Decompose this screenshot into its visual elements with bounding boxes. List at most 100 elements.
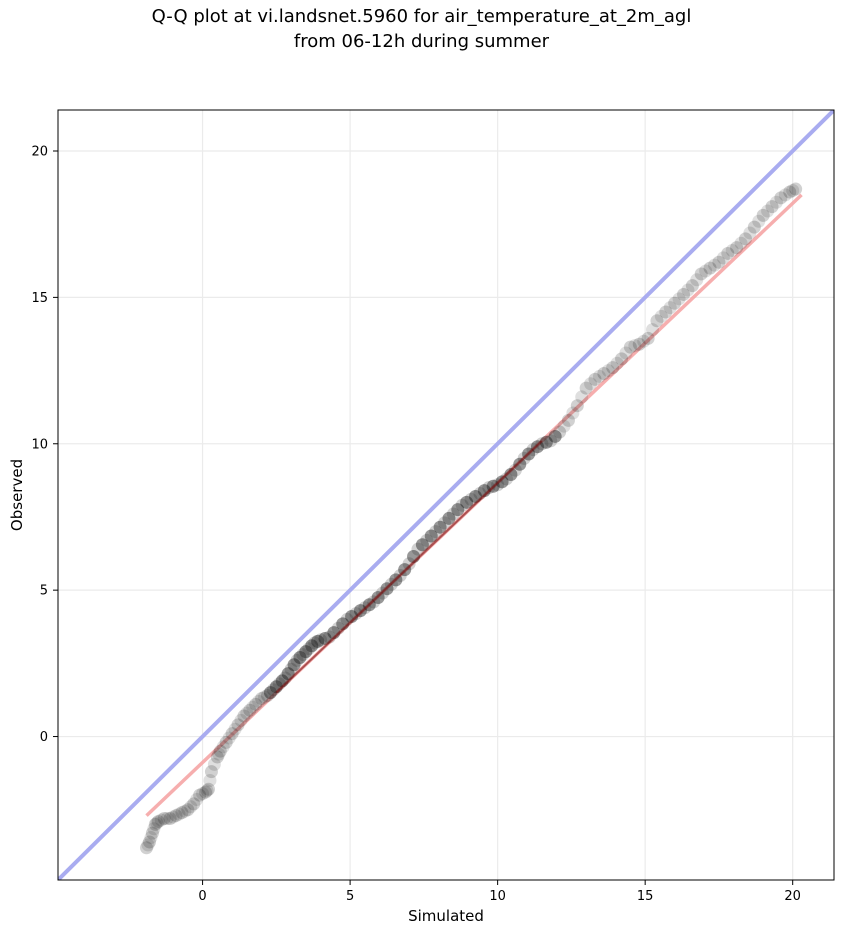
qq-point	[252, 694, 266, 708]
qq-point	[222, 731, 236, 745]
qq-point	[212, 747, 226, 761]
x-tick-label: 0	[198, 889, 206, 904]
qq-point	[231, 718, 245, 732]
qq-point	[786, 184, 800, 198]
qq-point	[513, 457, 527, 471]
qq-point	[172, 807, 186, 821]
qq-point	[668, 296, 682, 310]
qq-point	[140, 841, 154, 855]
qq-point	[178, 804, 192, 818]
qq-point	[216, 740, 230, 754]
qq-point	[530, 440, 544, 454]
qq-point	[451, 503, 465, 517]
qq-point	[154, 813, 168, 827]
chart-title-line-1: Q-Q plot at vi.landsnet.5960 for air_tem…	[151, 6, 692, 27]
qq-point	[299, 645, 313, 659]
qq-point	[204, 765, 218, 779]
qq-point	[738, 232, 752, 246]
qq-point	[566, 406, 580, 420]
qq-point	[491, 478, 505, 492]
qq-point	[774, 191, 788, 205]
qq-point	[150, 816, 164, 830]
qq-point	[266, 683, 280, 697]
y-tick-label: 5	[40, 584, 48, 599]
qq-point	[730, 241, 744, 255]
qq-point	[725, 244, 739, 258]
qq-point	[681, 283, 695, 297]
x-axis-label: Simulated	[408, 907, 484, 925]
qq-point	[637, 334, 651, 348]
qq-point	[716, 251, 730, 265]
grid	[58, 110, 834, 880]
qq-point	[255, 691, 269, 705]
qq-point	[219, 735, 233, 749]
qq-point	[579, 381, 593, 395]
qq-point	[234, 713, 248, 727]
qq-point	[318, 631, 332, 645]
qq-point	[169, 809, 183, 823]
x-tick-label: 5	[346, 889, 354, 904]
qq-point	[623, 340, 637, 354]
qq-point	[438, 516, 452, 530]
qq-point	[588, 372, 602, 386]
qq-point	[345, 610, 359, 624]
qq-point	[402, 557, 416, 571]
qq-point	[293, 650, 307, 664]
qq-point	[783, 185, 797, 199]
qq-point	[460, 495, 474, 509]
qq-point	[141, 838, 155, 852]
qq-point	[646, 323, 660, 337]
qq-point	[663, 301, 677, 315]
qq-points	[140, 182, 803, 855]
qq-point	[207, 757, 221, 771]
qq-point	[482, 481, 496, 495]
qq-point	[592, 369, 606, 383]
qq-point	[628, 339, 642, 353]
qq-point	[789, 182, 803, 196]
qq-point	[187, 797, 201, 811]
qq-point	[597, 366, 611, 380]
qq-point	[249, 697, 263, 711]
qq-point	[290, 653, 304, 667]
qq-point	[240, 706, 254, 720]
qq-point	[619, 346, 633, 360]
axis-ticks: 0 5 10 15 20 0 5 10 15 20	[31, 144, 801, 904]
qq-point	[311, 634, 325, 648]
qq-point	[508, 463, 522, 477]
qq-point	[464, 492, 478, 506]
qq-point	[544, 434, 558, 448]
qq-point	[151, 814, 165, 828]
qq-point	[243, 703, 257, 717]
qq-point	[699, 264, 713, 278]
qq-point	[260, 689, 274, 703]
qq-point	[641, 331, 655, 345]
qq-point	[263, 686, 277, 700]
y-axis-label: Observed	[8, 459, 26, 531]
qq-point	[190, 792, 204, 806]
qq-point	[659, 305, 673, 319]
reference-lines	[58, 110, 834, 880]
qq-point	[561, 413, 575, 427]
y-tick-label: 15	[31, 291, 48, 306]
qq-point	[196, 787, 210, 801]
qq-point	[411, 542, 425, 556]
qq-point	[765, 200, 779, 214]
qq-point	[349, 607, 363, 621]
qq-point	[353, 604, 367, 618]
qq-point	[296, 648, 310, 662]
qq-point	[778, 188, 792, 202]
qq-point	[302, 642, 316, 656]
qq-point	[284, 662, 298, 676]
qq-point	[237, 709, 251, 723]
qq-point	[672, 292, 686, 306]
qq-point	[420, 533, 434, 547]
qq-point	[142, 835, 156, 849]
qq-point	[743, 226, 757, 240]
x-tick-label: 20	[784, 889, 801, 904]
y-tick-label: 10	[31, 437, 48, 452]
plot-frame	[57, 109, 835, 881]
qq-point	[213, 744, 227, 758]
qq-point	[539, 435, 553, 449]
qq-point	[756, 208, 770, 222]
